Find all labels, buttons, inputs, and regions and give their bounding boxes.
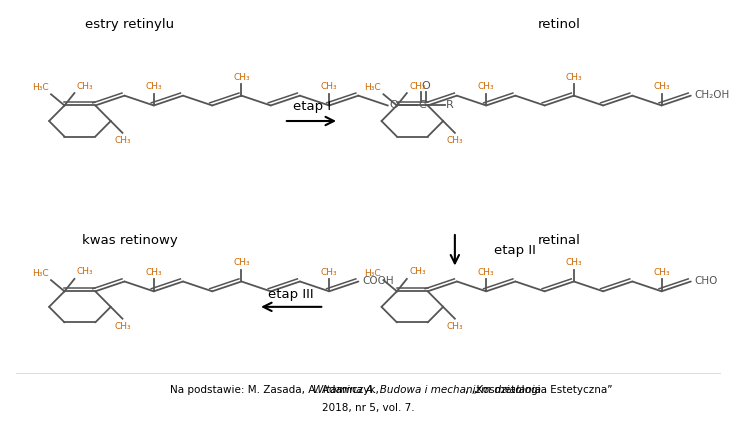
Text: CH₃: CH₃ [446,322,463,331]
Text: CH₃: CH₃ [77,82,93,91]
Text: CH₃: CH₃ [146,83,162,91]
Text: estry retinylu: estry retinylu [85,18,175,31]
Text: CH₃: CH₃ [409,82,425,91]
Text: O: O [390,101,399,111]
Text: H₃C: H₃C [33,83,49,92]
Text: kwas retinowy: kwas retinowy [82,234,178,247]
Text: CH₃: CH₃ [653,83,670,91]
Text: 2018, nr 5, vol. 7.: 2018, nr 5, vol. 7. [322,403,414,413]
Text: C: C [418,101,426,111]
Text: CH₃: CH₃ [565,258,582,267]
Text: CH₃: CH₃ [233,73,250,82]
Text: retinol: retinol [538,18,580,31]
Text: retinal: retinal [538,234,580,247]
Text: etap III: etap III [269,288,314,301]
Text: etap I: etap I [293,101,331,114]
Text: CH₃: CH₃ [233,258,250,267]
Text: CH₃: CH₃ [409,267,425,276]
Text: H₃C: H₃C [365,269,381,277]
Text: CH₃: CH₃ [146,268,162,277]
Text: CH₂OH: CH₂OH [694,90,730,100]
Text: CH₃: CH₃ [478,83,494,91]
Text: CH₃: CH₃ [114,322,131,331]
Text: Na podstawie: M. Zasada, A. Adamczyk,: Na podstawie: M. Zasada, A. Adamczyk, [170,385,382,395]
Text: COOH: COOH [362,276,394,286]
Text: CH₃: CH₃ [321,268,337,277]
Text: CHO: CHO [694,276,718,286]
Text: H₃C: H₃C [365,83,381,92]
Text: CH₃: CH₃ [446,136,463,145]
Text: Witamina A. Budowa i mechanizm działania: Witamina A. Budowa i mechanizm działania [314,385,542,395]
Text: CH₃: CH₃ [478,268,494,277]
Text: CH₃: CH₃ [565,73,582,82]
Text: , „Kosmetologia Estetyczna”: , „Kosmetologia Estetyczna” [465,385,612,395]
Text: CH₃: CH₃ [321,83,337,91]
Text: H₃C: H₃C [33,269,49,277]
Text: CH₃: CH₃ [114,136,131,145]
Text: CH₃: CH₃ [653,268,670,277]
Text: CH₃: CH₃ [77,267,93,276]
Text: O: O [421,80,430,91]
Text: R: R [446,101,454,111]
Text: etap II: etap II [494,243,536,257]
